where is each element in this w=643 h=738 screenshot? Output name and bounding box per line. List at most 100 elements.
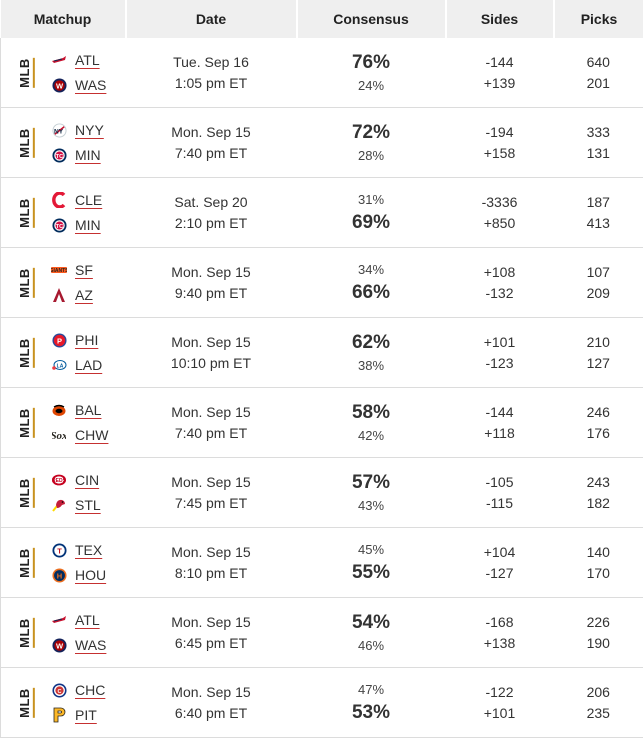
matchup-cell: MLB REDS CIN STL — [1, 458, 126, 528]
side-away: +104 — [446, 544, 554, 560]
braves-logo-icon — [51, 612, 67, 628]
side-away: +108 — [446, 264, 554, 280]
date-cell: Sat. Sep 20 2:10 pm ET — [126, 178, 297, 248]
league-label: MLB — [1, 554, 51, 572]
game-time: 2:10 pm ET — [126, 215, 297, 231]
svg-text:GIANTS: GIANTS — [51, 268, 67, 274]
consensus-cell: 57% 43% — [297, 458, 446, 528]
header-sides[interactable]: Sides — [446, 0, 554, 38]
sides-cell: -105 -115 — [446, 458, 554, 528]
header-picks[interactable]: Picks — [554, 0, 643, 38]
side-home: +139 — [446, 75, 554, 91]
league-label: MLB — [1, 64, 51, 82]
matchup-row[interactable]: MLB REDS CIN STL Mon. Sep 15 7:45 pm ET … — [1, 458, 643, 528]
team-link[interactable]: MIN — [75, 147, 101, 163]
consensus-away: 54% — [352, 612, 390, 634]
team-link[interactable]: CLE — [75, 192, 102, 208]
game-date: Mon. Sep 15 — [126, 124, 297, 140]
matchup-row[interactable]: MLB NY NYY TC MIN Mon. Sep 15 7:40 pm ET… — [1, 108, 643, 178]
team-link[interactable]: ATL — [75, 52, 100, 68]
team-away: T TEX — [51, 541, 106, 559]
matchup-row[interactable]: MLB CLE TC MIN Sat. Sep 20 2:10 pm ET 31… — [1, 178, 643, 248]
picks-away: 206 — [554, 684, 643, 700]
picks-away: 187 — [554, 194, 643, 210]
team-link[interactable]: HOU — [75, 567, 106, 583]
game-time: 7:45 pm ET — [126, 495, 297, 511]
team-link[interactable]: PIT — [75, 707, 97, 723]
matchup-row[interactable]: MLB GIANTS SF AZ Mon. Sep 15 9:40 pm ET … — [1, 248, 643, 318]
consensus-cell: 34% 66% — [297, 248, 446, 318]
matchup-row[interactable]: MLB C CHC PIT Mon. Sep 15 6:40 pm ET 47%… — [1, 668, 643, 738]
header-date[interactable]: Date — [126, 0, 297, 38]
team-link[interactable]: ATL — [75, 612, 100, 628]
header-consensus[interactable]: Consensus — [297, 0, 446, 38]
team-link[interactable]: LAD — [75, 357, 102, 373]
team-home: H HOU — [51, 566, 106, 584]
picks-cell: 246 176 — [554, 388, 643, 458]
guardians-logo-icon — [51, 192, 67, 208]
svg-text:T: T — [57, 546, 62, 555]
sides-cell: +108 -132 — [446, 248, 554, 318]
consensus-home: 53% — [352, 702, 390, 724]
consensus-away: 57% — [352, 472, 390, 494]
team-link[interactable]: BAL — [75, 402, 101, 418]
matchup-row[interactable]: MLB P PHI LA LAD Mon. Sep 15 10:10 pm ET… — [1, 318, 643, 388]
side-home: -127 — [446, 565, 554, 581]
team-link[interactable]: MIN — [75, 217, 101, 233]
team-home: W WAS — [51, 76, 106, 94]
game-time: 8:10 pm ET — [126, 565, 297, 581]
picks-cell: 243 182 — [554, 458, 643, 528]
svg-text:C: C — [57, 688, 61, 694]
consensus-home: 43% — [358, 498, 384, 514]
picks-away: 243 — [554, 474, 643, 490]
team-away: ATL — [51, 611, 106, 629]
team-link[interactable]: CHW — [75, 427, 108, 443]
svg-text:NY: NY — [54, 128, 64, 135]
matchup-row[interactable]: MLB BAL Sox CHW Mon. Sep 15 7:40 pm ET 5… — [1, 388, 643, 458]
consensus-cell: 31% 69% — [297, 178, 446, 248]
consensus-cell: 62% 38% — [297, 318, 446, 388]
team-home: PIT — [51, 706, 105, 724]
picks-away: 246 — [554, 404, 643, 420]
side-home: +118 — [446, 425, 554, 441]
header-matchup[interactable]: Matchup — [1, 0, 126, 38]
picks-away: 226 — [554, 614, 643, 630]
picks-home: 176 — [554, 425, 643, 441]
team-link[interactable]: SF — [75, 262, 93, 278]
team-link[interactable]: TEX — [75, 542, 102, 558]
consensus-away: 58% — [352, 402, 390, 424]
cardinals-logo-icon — [51, 497, 67, 513]
twins-logo-icon: TC — [51, 147, 67, 163]
consensus-cell: 54% 46% — [297, 598, 446, 668]
side-away: -144 — [446, 404, 554, 420]
sides-cell: -3336 +850 — [446, 178, 554, 248]
matchup-row[interactable]: MLB ATL W WAS Tue. Sep 16 1:05 pm ET 76%… — [1, 38, 643, 108]
team-link[interactable]: NYY — [75, 122, 104, 138]
side-away: +101 — [446, 334, 554, 350]
team-away: CLE — [51, 191, 102, 209]
league-label: MLB — [1, 344, 51, 362]
matchup-row[interactable]: MLB ATL W WAS Mon. Sep 15 6:45 pm ET 54%… — [1, 598, 643, 668]
team-link[interactable]: WAS — [75, 637, 106, 653]
team-link[interactable]: CHC — [75, 682, 105, 698]
team-link[interactable]: WAS — [75, 77, 106, 93]
date-cell: Mon. Sep 15 8:10 pm ET — [126, 528, 297, 598]
game-date: Mon. Sep 15 — [126, 404, 297, 420]
team-away: ATL — [51, 51, 106, 69]
team-link[interactable]: CIN — [75, 472, 99, 488]
side-home: +101 — [446, 705, 554, 721]
team-link[interactable]: STL — [75, 497, 101, 513]
team-link[interactable]: AZ — [75, 287, 93, 303]
rangers-logo-icon: T — [51, 542, 67, 558]
reds-logo-icon: REDS — [51, 472, 67, 488]
side-away: -168 — [446, 614, 554, 630]
league-label: MLB — [1, 274, 51, 292]
team-link[interactable]: PHI — [75, 332, 98, 348]
consensus-home: 55% — [352, 562, 390, 584]
consensus-home: 38% — [358, 358, 384, 374]
matchup-row[interactable]: MLB T TEX H HOU Mon. Sep 15 8:10 pm ET 4… — [1, 528, 643, 598]
svg-text:REDS: REDS — [52, 478, 67, 484]
date-cell: Mon. Sep 15 10:10 pm ET — [126, 318, 297, 388]
game-time: 1:05 pm ET — [126, 75, 297, 91]
consensus-away: 62% — [352, 332, 390, 354]
